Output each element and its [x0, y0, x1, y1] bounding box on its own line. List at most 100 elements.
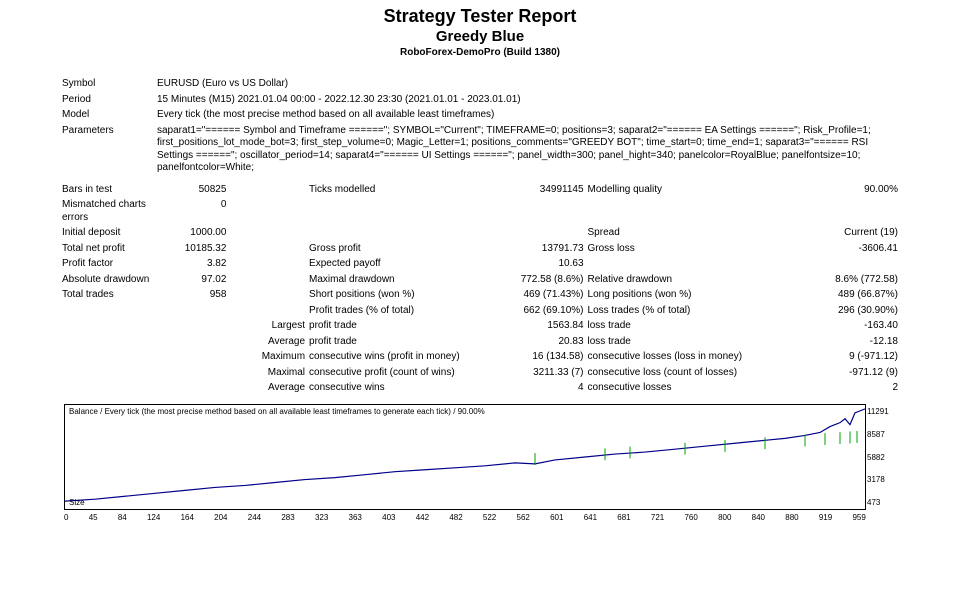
consloss-label: consecutive loss (count of losses)	[586, 365, 799, 381]
balance-chart: Balance / Every tick (the most precise m…	[64, 404, 866, 510]
spread-label: Spread	[586, 226, 799, 242]
row-netprofit: Total net profit 10185.32 Gross profit 1…	[60, 241, 900, 257]
avg-loss-value: -12.18	[799, 334, 900, 350]
consprofit-label: consecutive profit (count of wins)	[307, 365, 498, 381]
parameters-value: saparat1="====== Symbol and Timeframe ==…	[155, 123, 900, 176]
grossloss-label: Gross loss	[586, 241, 799, 257]
y-tick-label: 5882	[867, 453, 895, 462]
x-tick-label: 681	[617, 513, 630, 522]
x-tick-label: 522	[483, 513, 496, 522]
x-tick-label: 403	[382, 513, 395, 522]
consloss-value: -971.12 (9)	[799, 365, 900, 381]
conslosses-value: 9 (-971.12)	[799, 350, 900, 366]
avgcons-prefix: Average	[228, 381, 307, 397]
avgconslosses-label: consecutive losses	[586, 381, 799, 397]
x-tick-label: 959	[852, 513, 865, 522]
spike-group	[535, 431, 857, 465]
broker-line: RoboForex-DemoPro (Build 1380)	[60, 46, 900, 59]
grossloss-value: -3606.41	[799, 241, 900, 257]
model-value: Every tick (the most precise method base…	[155, 108, 900, 124]
x-tick-label: 0	[64, 513, 68, 522]
model-label: Model	[60, 108, 155, 124]
maxcons-prefix: Maximum	[228, 350, 307, 366]
x-tick-label: 562	[517, 513, 530, 522]
short-label: Short positions (won %)	[307, 288, 498, 304]
ea-name: Greedy Blue	[60, 28, 900, 46]
absdd-label: Absolute drawdown	[60, 272, 167, 288]
quality-label: Modelling quality	[586, 182, 799, 198]
row-proftrades: Profit trades (% of total) 662 (69.10%) …	[60, 303, 900, 319]
row-bars: Bars in test 50825 Ticks modelled 349911…	[60, 182, 900, 198]
netprofit-label: Total net profit	[60, 241, 167, 257]
x-tick-label: 204	[214, 513, 227, 522]
x-tick-label: 482	[449, 513, 462, 522]
trades-label: Total trades	[60, 288, 167, 304]
maxdd-label: Maximal drawdown	[307, 272, 498, 288]
x-tick-label: 880	[785, 513, 798, 522]
row-mismatched: Mismatched charts errors 0	[60, 198, 900, 226]
row-largest: Largest profit trade 1563.84 loss trade …	[60, 319, 900, 335]
bars-value: 50825	[167, 182, 229, 198]
x-tick-label: 363	[349, 513, 362, 522]
y-tick-label: 8587	[867, 430, 895, 439]
deposit-value: 1000.00	[167, 226, 229, 242]
netprofit-value: 10185.32	[167, 241, 229, 257]
y-tick-label: 3178	[867, 475, 895, 484]
x-tick-label: 124	[147, 513, 160, 522]
y-tick-label: 473	[867, 498, 895, 507]
row-period: Period 15 Minutes (M15) 2021.01.04 00:00…	[60, 92, 900, 108]
grossprofit-label: Gross profit	[307, 241, 498, 257]
spread-value: Current (19)	[799, 226, 900, 242]
grossprofit-value: 13791.73	[498, 241, 586, 257]
reldd-value: 8.6% (772.58)	[799, 272, 900, 288]
reldd-label: Relative drawdown	[586, 272, 799, 288]
maxdd-value: 772.58 (8.6%)	[498, 272, 586, 288]
row-deposit: Initial deposit 1000.00 Spread Current (…	[60, 226, 900, 242]
x-tick-label: 800	[718, 513, 731, 522]
pf-label: Profit factor	[60, 257, 167, 273]
quality-value: 90.00%	[799, 182, 900, 198]
largest-profit-value: 1563.84	[498, 319, 586, 335]
x-tick-label: 721	[651, 513, 664, 522]
largest-loss-value: -163.40	[799, 319, 900, 335]
row-trades: Total trades 958 Short positions (won %)…	[60, 288, 900, 304]
row-maxcons: Maximum consecutive wins (profit in mone…	[60, 350, 900, 366]
avg-prefix: Average	[228, 334, 307, 350]
maximalcons-prefix: Maximal	[228, 365, 307, 381]
deposit-label: Initial deposit	[60, 226, 167, 242]
bars-label: Bars in test	[60, 182, 167, 198]
x-tick-label: 164	[181, 513, 194, 522]
proftrades-label: Profit trades (% of total)	[307, 303, 498, 319]
report-title: Strategy Tester Report	[60, 6, 900, 28]
info-table: Symbol EURUSD (Euro vs US Dollar) Period…	[60, 77, 900, 177]
chart-svg	[65, 405, 865, 509]
stats-table: Bars in test 50825 Ticks modelled 349911…	[60, 182, 900, 396]
largest-loss-label: loss trade	[586, 319, 799, 335]
row-symbol: Symbol EURUSD (Euro vs US Dollar)	[60, 77, 900, 93]
x-tick-label: 641	[584, 513, 597, 522]
x-tick-label: 323	[315, 513, 328, 522]
ticks-label: Ticks modelled	[307, 182, 498, 198]
row-pf: Profit factor 3.82 Expected payoff 10.63	[60, 257, 900, 273]
long-label: Long positions (won %)	[586, 288, 799, 304]
x-tick-label: 442	[416, 513, 429, 522]
consprofit-value: 3211.33 (7)	[498, 365, 586, 381]
x-axis-labels: 0458412416420424428332336340344248252256…	[64, 510, 866, 522]
x-tick-label: 840	[752, 513, 765, 522]
y-tick-label: 11291	[867, 407, 895, 416]
ticks-value: 34991145	[498, 182, 586, 198]
x-tick-label: 84	[118, 513, 127, 522]
symbol-value: EURUSD (Euro vs US Dollar)	[155, 77, 900, 93]
x-tick-label: 601	[550, 513, 563, 522]
period-label: Period	[60, 92, 155, 108]
y-axis-labels: 11291 8587 5882 3178 473	[867, 405, 895, 509]
mismatched-label: Mismatched charts errors	[60, 198, 167, 226]
trades-value: 958	[167, 288, 229, 304]
x-tick-label: 919	[819, 513, 832, 522]
row-maximalcons: Maximal consecutive profit (count of win…	[60, 365, 900, 381]
mismatched-value: 0	[167, 198, 229, 226]
x-tick-label: 283	[281, 513, 294, 522]
losstrades-value: 296 (30.90%)	[799, 303, 900, 319]
payoff-value: 10.63	[498, 257, 586, 273]
short-value: 469 (71.43%)	[498, 288, 586, 304]
